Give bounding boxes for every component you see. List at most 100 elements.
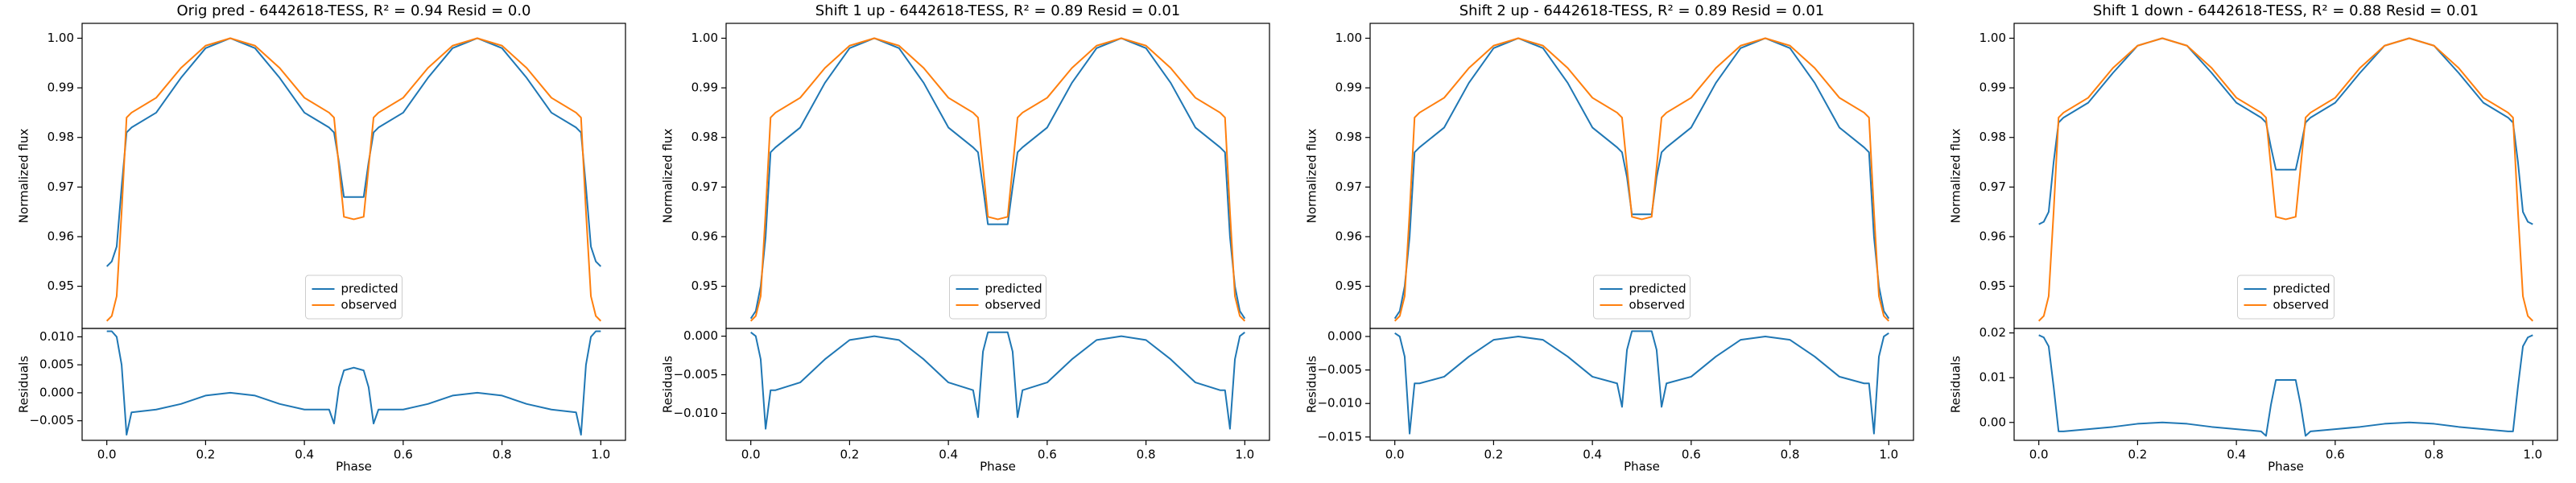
x-tick-label: 0.6: [2326, 448, 2345, 462]
y-tick-label: 0.010: [39, 329, 74, 344]
legend-label: observed: [2273, 298, 2330, 312]
chart-title: Orig pred - 6442618-TESS, R² = 0.94 Resi…: [176, 2, 530, 19]
axes-frame: [81, 328, 626, 441]
data-line: [105, 37, 602, 267]
y-tick-label: 1.00: [1335, 31, 1362, 45]
legend-label: predicted: [341, 282, 398, 296]
x-axis-label: Phase: [336, 460, 372, 474]
y-tick-label: 0.00: [1979, 415, 2006, 429]
legend-label: observed: [985, 298, 1042, 312]
x-tick-label: 1.0: [1879, 448, 1898, 462]
x-tick-label: 0.2: [2128, 448, 2147, 462]
axes-frame: [2013, 328, 2558, 441]
y-tick-label: 0.000: [39, 385, 74, 399]
chart-title: Shift 1 up - 6442618-TESS, R² = 0.89 Res…: [815, 2, 1180, 19]
y-tick-label: 0.97: [1335, 180, 1362, 194]
y-axis-label: Normalized flux: [1305, 129, 1319, 224]
data-line: [749, 37, 1246, 322]
x-tick-label: 1.0: [591, 448, 610, 462]
main-plot: 0.95 0.96 0.97 0.98 0.99 1.00 Orig pred - 6442…: [17, 2, 626, 329]
y-tick-label: 0.96: [1979, 229, 2006, 243]
legend-box: [305, 275, 402, 320]
residual-plot: −0.005 0.000 0.005 0.010 0.0 0.2 0.4 0.6 0.8 1.0 R…: [17, 328, 626, 474]
main-plot: 0.95 0.96 0.97 0.98 0.99 1.00 Shift 2 up - 644…: [1305, 2, 1914, 329]
data-line: [2038, 334, 2533, 437]
x-tick-label: 0.4: [1583, 448, 1602, 462]
x-tick-label: 0.4: [939, 448, 958, 462]
y-axis-label: Normalized flux: [661, 129, 675, 224]
x-tick-label: 0.8: [1137, 448, 1156, 462]
x-tick-label: 0.0: [97, 448, 117, 462]
x-tick-label: 0.6: [1682, 448, 1701, 462]
x-axis-label: Phase: [2268, 460, 2304, 474]
residual-plot: −0.010 −0.005 0.000 0.0 0.2 0.4 0.6 0.8 1.0 Resid…: [661, 328, 1270, 474]
y-axis-label: Residuals: [661, 356, 675, 413]
data-line: [1393, 37, 1890, 320]
chart-title: Shift 2 up - 6442618-TESS, R² = 0.89 Res…: [1459, 2, 1824, 19]
x-tick-label: 0.6: [1038, 448, 1057, 462]
y-tick-label: −0.015: [1317, 429, 1362, 444]
y-tick-label: −0.010: [673, 406, 718, 420]
data-line: [2038, 37, 2533, 225]
y-tick-label: 1.00: [691, 31, 718, 45]
main-plot: 0.95 0.96 0.97 0.98 0.99 1.00 Shift 1 up - 644…: [661, 2, 1270, 329]
x-tick-label: 0.0: [1385, 448, 1405, 462]
legend-box: [949, 275, 1046, 320]
y-tick-label: 0.99: [47, 80, 74, 95]
x-tick-label: 0.2: [840, 448, 859, 462]
x-tick-label: 0.2: [196, 448, 215, 462]
main-plot: 0.95 0.96 0.97 0.98 0.99 1.00 Shift 1 down - 6…: [1949, 2, 2558, 329]
y-tick-label: −0.005: [29, 413, 74, 427]
data-line: [750, 331, 1245, 430]
y-tick-label: 0.97: [47, 180, 74, 194]
x-tick-label: 0.0: [2029, 448, 2049, 462]
data-line: [2037, 37, 2534, 322]
x-tick-label: 0.8: [2425, 448, 2444, 462]
x-tick-label: 0.8: [1781, 448, 1800, 462]
data-line: [105, 37, 602, 322]
legend-label: predicted: [985, 282, 1042, 296]
legend-label: observed: [341, 298, 398, 312]
y-tick-label: 0.000: [683, 328, 718, 343]
y-tick-label: 0.000: [1327, 328, 1362, 343]
y-tick-label: 0.95: [1979, 279, 2006, 293]
y-tick-label: 0.99: [691, 80, 718, 95]
y-tick-label: 0.01: [1979, 370, 2006, 385]
chart-title: Shift 1 down - 6442618-TESS, R² = 0.88 R…: [2093, 2, 2479, 19]
y-tick-label: 0.98: [1335, 130, 1362, 144]
y-tick-label: 0.99: [1979, 80, 2006, 95]
y-tick-label: 0.97: [1979, 180, 2006, 194]
y-tick-label: 0.95: [47, 279, 74, 293]
legend: predicted observed: [949, 275, 1046, 320]
y-tick-label: 0.98: [1979, 130, 2006, 144]
y-tick-label: 0.96: [1335, 229, 1362, 243]
x-tick-label: 0.8: [493, 448, 512, 462]
axes-frame: [725, 328, 1270, 441]
y-tick-label: 0.98: [691, 130, 718, 144]
y-tick-label: −0.005: [673, 367, 718, 382]
y-axis-label: Residuals: [17, 356, 31, 413]
y-tick-label: 0.96: [47, 229, 74, 243]
y-tick-label: 0.005: [39, 357, 74, 372]
y-tick-label: −0.005: [1317, 362, 1362, 377]
y-tick-label: 0.02: [1979, 325, 2006, 340]
x-tick-label: 1.0: [2523, 448, 2542, 462]
x-axis-label: Phase: [1624, 460, 1660, 474]
legend: predicted observed: [2237, 275, 2334, 320]
y-tick-label: 0.98: [47, 130, 74, 144]
y-tick-label: 0.95: [691, 279, 718, 293]
x-tick-label: 0.4: [2227, 448, 2246, 462]
y-tick-label: 0.99: [1335, 80, 1362, 95]
data-line: [106, 330, 601, 436]
legend: predicted observed: [1593, 275, 1690, 320]
legend-label: predicted: [1629, 282, 1686, 296]
legend-label: predicted: [2273, 282, 2330, 296]
y-tick-label: 0.95: [1335, 279, 1362, 293]
x-tick-label: 1.0: [1235, 448, 1254, 462]
y-tick-label: −0.010: [1317, 396, 1362, 411]
y-axis-label: Normalized flux: [1949, 129, 1963, 224]
x-tick-label: 0.2: [1484, 448, 1503, 462]
y-tick-label: 1.00: [47, 31, 74, 45]
